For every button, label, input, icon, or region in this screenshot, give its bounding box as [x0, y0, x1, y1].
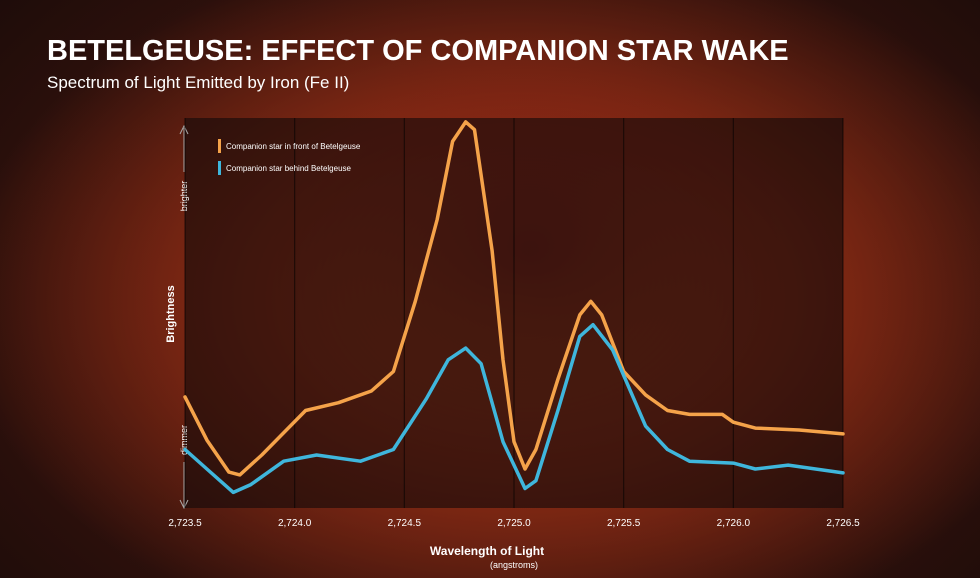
y-bottom-label: dimmer [179, 425, 189, 455]
y-top-label: brighter [179, 181, 189, 212]
x-tick-label: 2,724.5 [388, 518, 422, 529]
x-tick-label: 2,726.5 [826, 518, 860, 529]
x-axis-label: Wavelength of Light [430, 544, 544, 558]
legend-swatch [218, 161, 221, 175]
series-line [183, 322, 845, 495]
y-axis-label: Brightness [165, 285, 177, 342]
legend-label: Companion star in front of Betelgeuse [226, 142, 361, 151]
up-arrow-head [179, 124, 189, 135]
chart-title: BETELGEUSE: EFFECT OF COMPANION STAR WAK… [47, 35, 789, 67]
x-tick-label: 2,724.0 [278, 518, 312, 529]
legend-label: Companion star behind Betelgeuse [226, 164, 352, 173]
chart-subtitle: Spectrum of Light Emitted by Iron (Fe II… [47, 73, 349, 92]
x-tick-label: 2,725.5 [607, 518, 641, 529]
x-tick-label: 2,726.0 [717, 518, 751, 529]
x-axis-unit: (angstroms) [490, 560, 538, 570]
x-tick-label: 2,725.0 [497, 518, 531, 529]
legend-swatch [218, 139, 221, 153]
x-tick-label: 2,723.5 [168, 518, 202, 529]
series-line [183, 120, 845, 477]
down-arrow-head [179, 499, 189, 510]
